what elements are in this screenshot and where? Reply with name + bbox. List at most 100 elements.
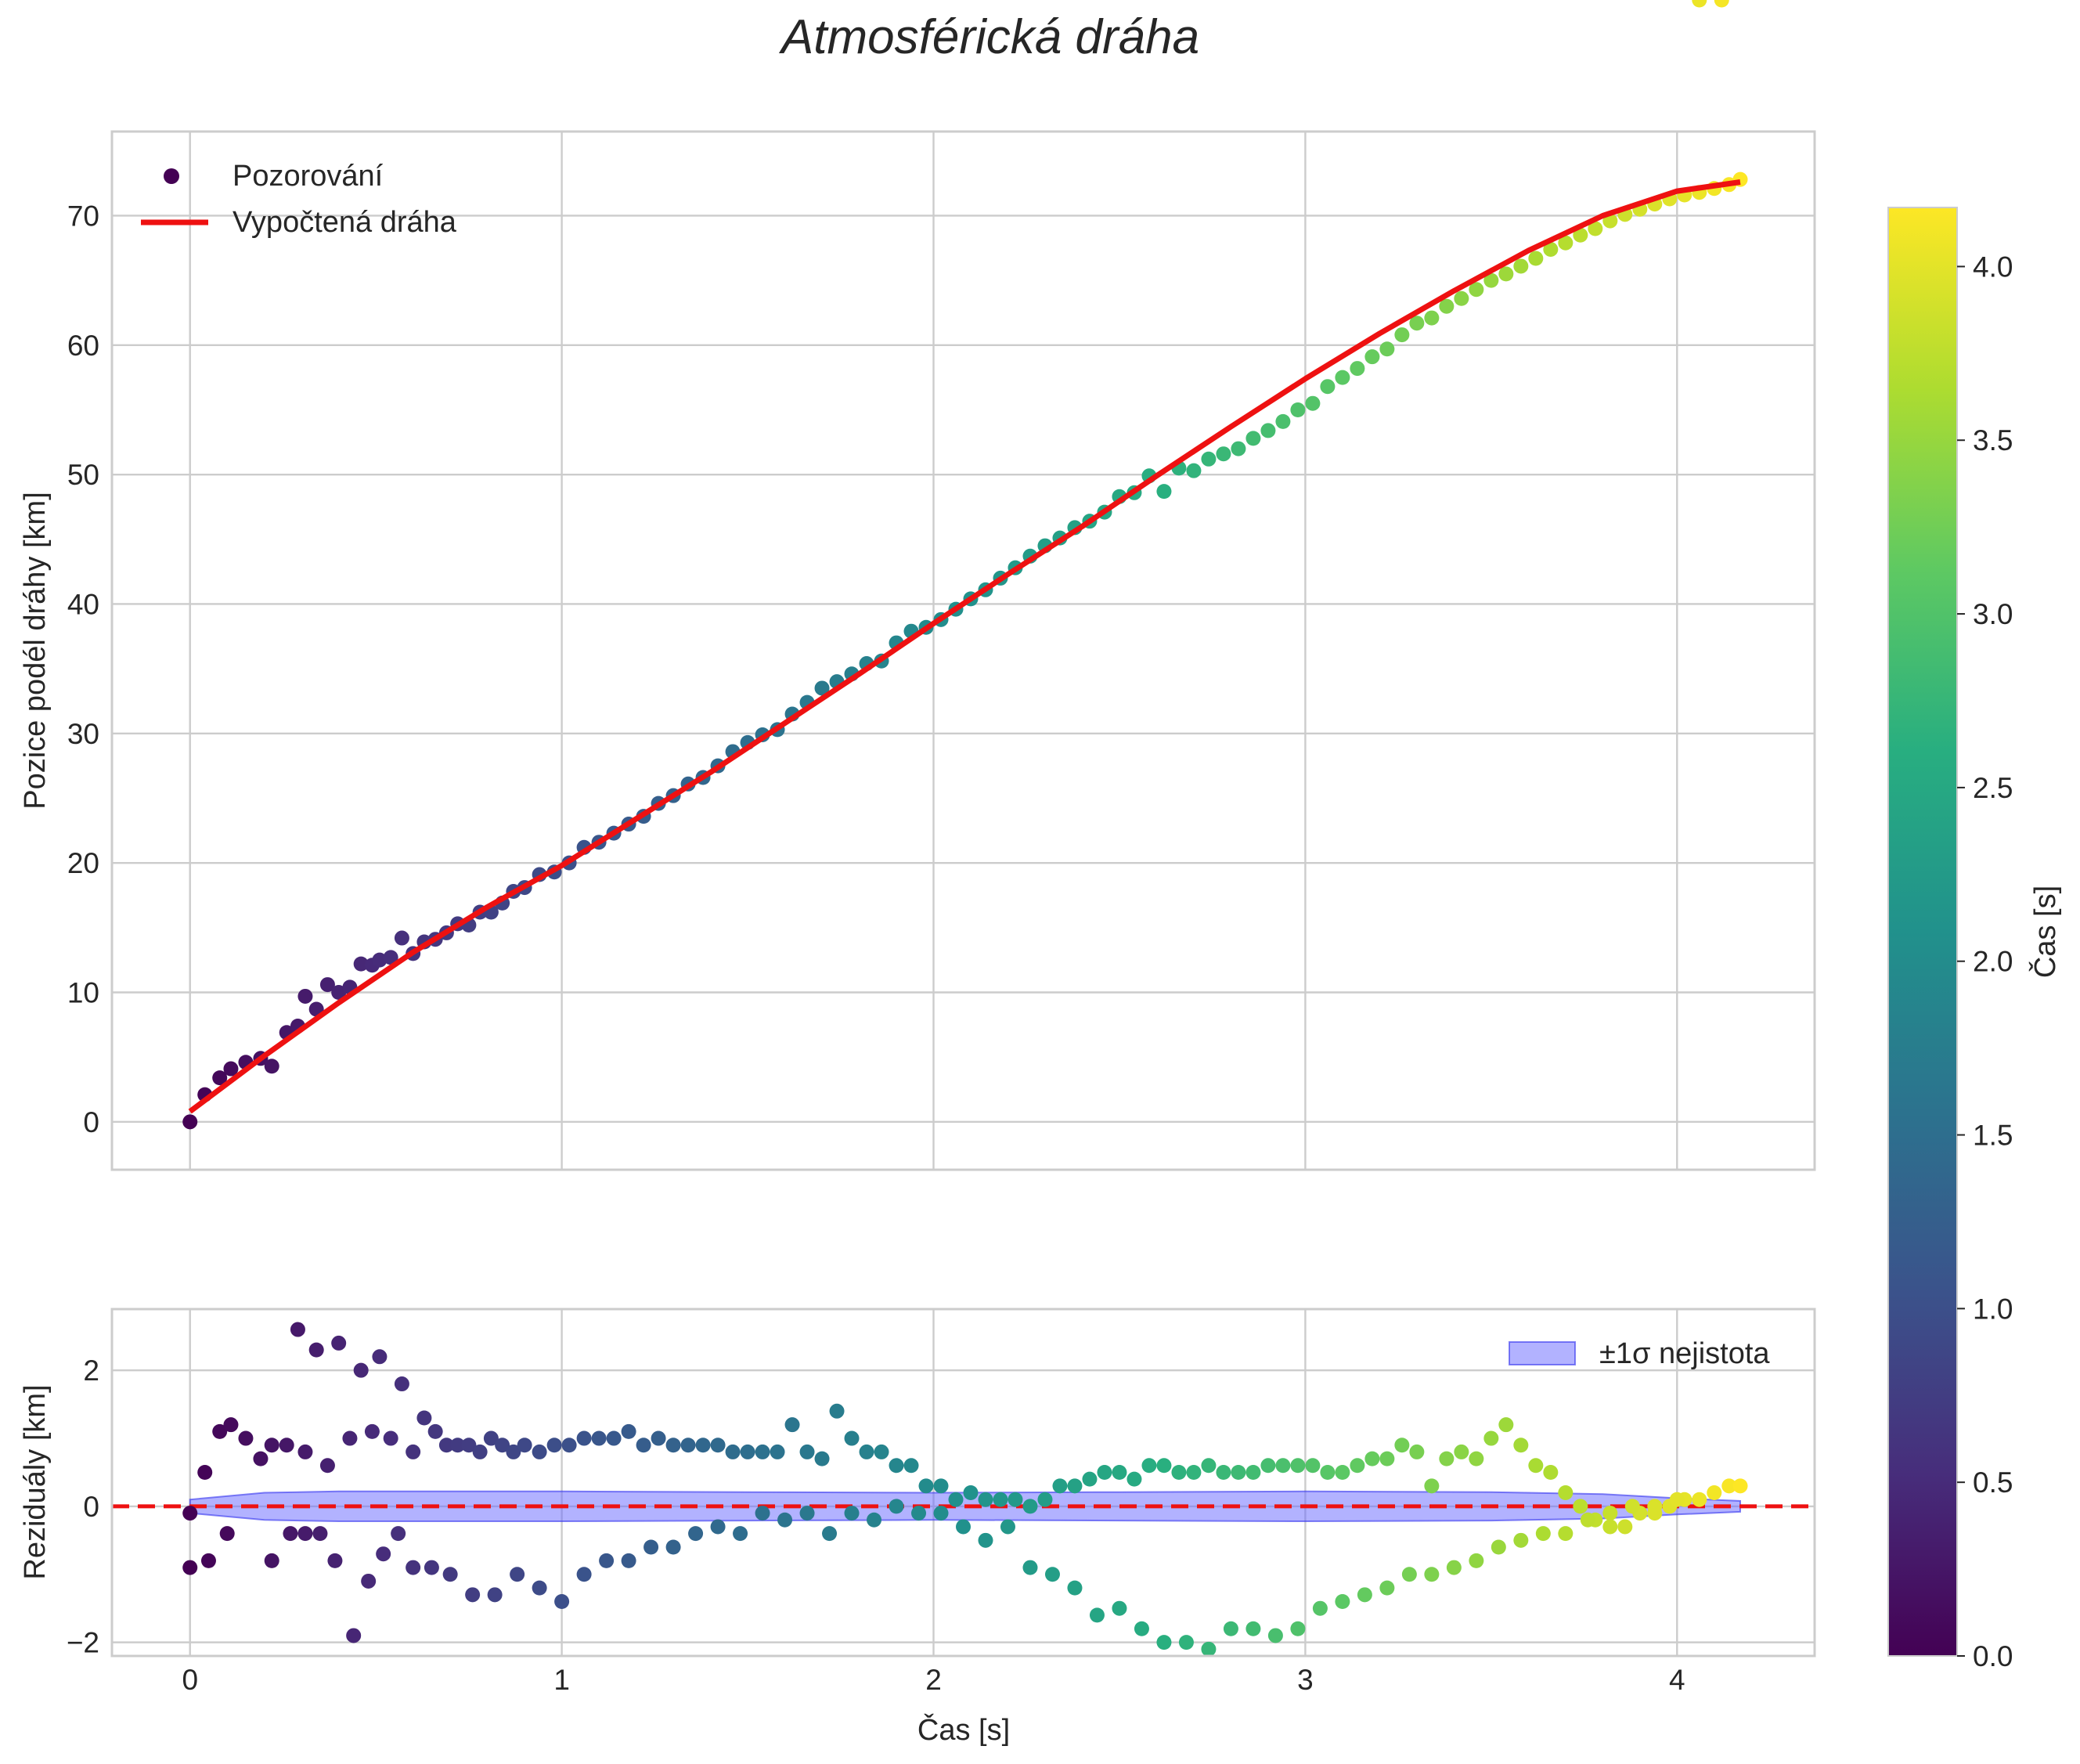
residual-point — [978, 1492, 993, 1507]
residual-point — [361, 1573, 377, 1589]
residual-point — [1647, 1499, 1663, 1514]
main-y-tick-label: 50 — [67, 459, 99, 491]
residual-point — [1245, 1621, 1261, 1636]
observation-point — [1156, 484, 1172, 500]
observation-point — [1335, 370, 1350, 385]
residual-point — [546, 1438, 562, 1453]
residual-point — [1692, 0, 1707, 8]
main-y-tick-label: 70 — [67, 200, 99, 232]
residual-point — [1275, 1458, 1291, 1474]
residual-point — [182, 1506, 198, 1521]
main-y-tick-label: 0 — [83, 1106, 99, 1138]
residual-point — [319, 1458, 335, 1474]
colorbar-tick-label: 3.0 — [1973, 598, 2013, 630]
residual-point — [1335, 1464, 1350, 1480]
x-axis-label: Čas [s] — [917, 1712, 1010, 1747]
observation-point — [1260, 423, 1276, 438]
x-tick-label: 3 — [1297, 1664, 1314, 1696]
residual-point — [331, 1335, 347, 1351]
residual-point — [978, 1532, 993, 1548]
observation-point — [1275, 413, 1291, 429]
residual-point — [889, 1458, 904, 1474]
legend-band-swatch — [1509, 1341, 1576, 1365]
residual-point — [1290, 1621, 1306, 1636]
colorbar-gradient — [1887, 207, 1958, 1657]
residual-point — [755, 1506, 770, 1521]
residual-point — [695, 1438, 711, 1453]
observation-point — [1424, 310, 1440, 326]
residual-point — [1320, 1464, 1336, 1480]
residual-point — [1454, 1444, 1469, 1459]
residual-point — [1513, 1532, 1529, 1548]
chart-title: Atmosférická dráha — [778, 10, 1199, 64]
residual-point — [1186, 1464, 1202, 1480]
colorbar-tick-label: 2.0 — [1973, 946, 2013, 978]
residual-point — [442, 1567, 458, 1582]
residual-point — [394, 1376, 409, 1392]
main-y-tick-label: 40 — [67, 588, 99, 620]
residual-point — [1067, 1580, 1083, 1596]
residual-point — [406, 1444, 421, 1459]
observation-point — [1379, 341, 1395, 357]
colorbar-tick-label: 4.0 — [1973, 251, 2013, 283]
residual-y-tick-label: 2 — [83, 1355, 99, 1387]
residual-point — [1000, 1519, 1015, 1535]
residual-point — [1558, 1526, 1574, 1542]
residual-point — [353, 1362, 369, 1378]
x-tick-label: 0 — [182, 1664, 198, 1696]
residual-point — [364, 1423, 380, 1439]
residual-point — [799, 1506, 815, 1521]
residual-point — [1231, 1464, 1246, 1480]
residual-point — [200, 1553, 216, 1568]
residual-point — [784, 1417, 800, 1433]
residual-point — [197, 1464, 213, 1480]
residual-point — [956, 1519, 971, 1535]
residual-point — [933, 1506, 949, 1521]
residual-point — [1052, 1478, 1068, 1494]
residual-point — [665, 1438, 681, 1453]
residual-point — [591, 1430, 607, 1446]
residual-point — [238, 1430, 254, 1446]
residual-point — [1483, 1430, 1499, 1446]
residual-plot: 0 1 2 3 4 −2 0 2 Reziduály [km] Čas [s] ±1σ nej… — [19, 0, 1816, 1747]
observation-point — [1528, 251, 1544, 266]
residual-point — [1732, 1478, 1748, 1494]
residual-point — [1669, 1492, 1685, 1507]
residual-point — [1543, 1464, 1559, 1480]
residual-point — [219, 1526, 235, 1542]
colorbar-tick-label: 0.5 — [1973, 1466, 2013, 1499]
residual-point — [844, 1430, 860, 1446]
residual-point — [376, 1546, 391, 1562]
legend-band-label: ±1σ nejistota — [1599, 1337, 1770, 1370]
residual-point — [1528, 1458, 1544, 1474]
residual-point — [688, 1526, 704, 1542]
residual-point — [1216, 1464, 1231, 1480]
residual-point — [1022, 1499, 1038, 1514]
residual-point — [1379, 1451, 1395, 1466]
residual-point — [1469, 1553, 1484, 1568]
residual-point — [1439, 1451, 1455, 1466]
colorbar: 0.0 0.5 1.0 1.5 2.0 2.5 3.0 3.5 4.0 Čas [s] — [1887, 207, 2062, 1672]
residual-point — [799, 1444, 815, 1459]
residual-point — [264, 1553, 279, 1568]
colorbar-tick-labels: 0.0 0.5 1.0 1.5 2.0 2.5 3.0 3.5 4.0 — [1957, 251, 2013, 1672]
residual-point — [1156, 1635, 1172, 1650]
residual-tick-labels: 0 1 2 3 4 −2 0 2 — [67, 1355, 1685, 1696]
residual-point — [561, 1438, 577, 1453]
observation-point — [353, 956, 369, 972]
observation-point — [1305, 395, 1321, 411]
main-y-tick-label: 10 — [67, 976, 99, 1008]
residual-point — [1617, 1519, 1633, 1535]
residual-point — [814, 1451, 830, 1466]
residual-point — [867, 1512, 882, 1528]
residual-point — [636, 1438, 651, 1453]
residual-point — [342, 1430, 358, 1446]
residual-point — [1037, 1492, 1053, 1507]
residual-y-tick-label: −2 — [67, 1627, 99, 1659]
residual-point — [450, 1438, 466, 1453]
residual-point — [1134, 1621, 1149, 1636]
residual-point — [279, 1438, 294, 1453]
residual-point — [1335, 1594, 1350, 1610]
residual-point — [1535, 1526, 1551, 1542]
